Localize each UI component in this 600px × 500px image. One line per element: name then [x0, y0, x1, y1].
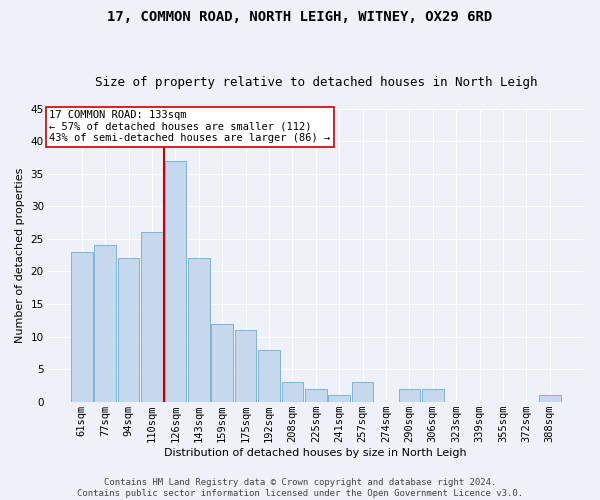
X-axis label: Distribution of detached houses by size in North Leigh: Distribution of detached houses by size … [164, 448, 467, 458]
Bar [305, 388, 326, 402]
Bar [258, 350, 280, 402]
Bar [398, 388, 420, 402]
Bar [422, 388, 443, 402]
Bar [188, 258, 209, 402]
Text: 17, COMMON ROAD, NORTH LEIGH, WITNEY, OX29 6RD: 17, COMMON ROAD, NORTH LEIGH, WITNEY, OX… [107, 10, 493, 24]
Bar [539, 395, 560, 402]
Bar [328, 395, 350, 402]
Text: 17 COMMON ROAD: 133sqm
← 57% of detached houses are smaller (112)
43% of semi-de: 17 COMMON ROAD: 133sqm ← 57% of detached… [49, 110, 331, 144]
Title: Size of property relative to detached houses in North Leigh: Size of property relative to detached ho… [95, 76, 537, 90]
Bar [281, 382, 303, 402]
Bar [71, 252, 92, 402]
Bar [141, 232, 163, 402]
Bar [164, 161, 186, 402]
Bar [235, 330, 256, 402]
Bar [118, 258, 139, 402]
Bar [211, 324, 233, 402]
Bar [352, 382, 373, 402]
Text: Contains HM Land Registry data © Crown copyright and database right 2024.
Contai: Contains HM Land Registry data © Crown c… [77, 478, 523, 498]
Y-axis label: Number of detached properties: Number of detached properties [15, 168, 25, 343]
Bar [94, 246, 116, 402]
